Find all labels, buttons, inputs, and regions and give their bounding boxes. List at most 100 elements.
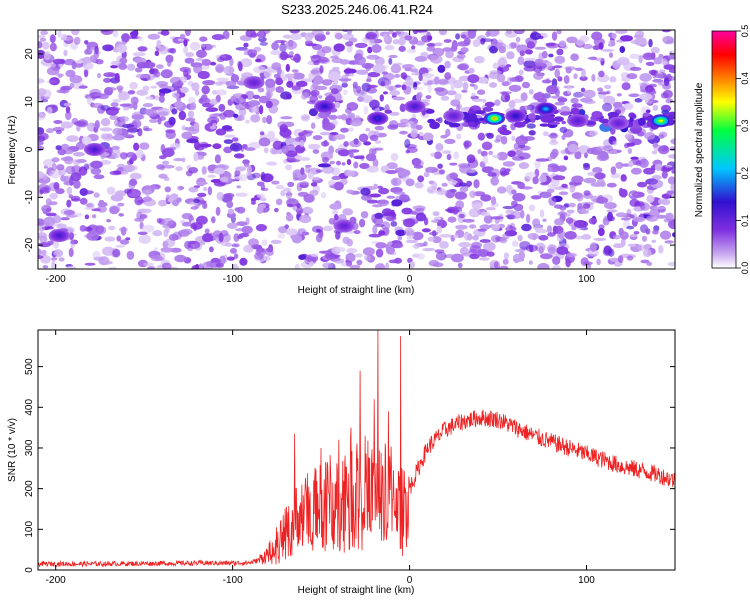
heatmap-cell (468, 67, 475, 74)
heatmap-cell (361, 95, 373, 103)
heatmap-cell (354, 42, 368, 49)
heatmap-cell (243, 244, 254, 253)
heatmap-cell (65, 111, 72, 121)
heatmap-cell (502, 161, 516, 167)
heatmap-cell (310, 253, 319, 257)
heatmap-cell (664, 240, 674, 244)
heatmap-cell (620, 174, 627, 182)
heatmap-cell (490, 224, 501, 230)
heatmap-cell (476, 89, 486, 95)
heatmap-cell (504, 168, 511, 173)
heatmap-cell (207, 116, 220, 125)
heatmap-cell (334, 231, 340, 240)
heatmap-cell (256, 246, 264, 253)
heatmap-cell (346, 248, 358, 254)
heatmap-cell (75, 60, 84, 64)
heatmap-cell (389, 111, 400, 116)
heatmap-cell (580, 257, 589, 267)
heatmap-cell (539, 209, 545, 218)
heatmap-cell (191, 82, 200, 92)
heatmap-cell (436, 225, 443, 234)
heatmap-cell (607, 211, 613, 222)
heatmap-cell (654, 163, 663, 171)
heatmap-cell (455, 133, 462, 140)
heatmap-cell (417, 175, 425, 183)
heatmap-ridge-cell (429, 121, 440, 130)
heatmap-cell (490, 234, 502, 243)
heatmap-cell (110, 65, 119, 69)
heatmap-cell (94, 93, 107, 97)
heatmap-cell (112, 98, 122, 103)
heatmap-cell (244, 147, 256, 151)
heatmap-cell (102, 44, 114, 52)
heatmap-cell (526, 41, 535, 49)
heatmap-cell (211, 34, 225, 41)
heatmap-cell (137, 231, 148, 235)
heatmap-cell (285, 228, 298, 236)
heatmap-cell (233, 113, 239, 118)
heatmap-cell (312, 43, 323, 51)
heatmap-cell (253, 252, 264, 260)
heatmap-cell (251, 106, 258, 113)
heatmap-cell (270, 49, 281, 56)
heatmap-cell (471, 93, 476, 97)
heatmap-cell (499, 237, 508, 244)
heatmap-cell (119, 103, 132, 107)
heatmap-cell (537, 263, 550, 269)
heatmap-cell (582, 89, 596, 99)
heatmap-cell (219, 112, 227, 120)
heatmap-cell (639, 93, 653, 101)
heatmap-cell (235, 192, 248, 197)
heatmap-cell (142, 224, 155, 233)
heatmap-hotspot (57, 234, 62, 237)
heatmap-cell (134, 217, 145, 222)
heatmap-cell (193, 64, 203, 74)
heatmap-cell (569, 184, 576, 193)
heatmap-cell (143, 128, 153, 132)
heatmap-cell (218, 232, 224, 243)
heatmap-cell (181, 213, 193, 220)
heatmap-cell (223, 146, 233, 154)
heatmap-cell (410, 129, 418, 138)
heatmap-cell (546, 85, 559, 95)
spectrogram-x-ticks: -200 -100 0 100 (46, 30, 595, 285)
heatmap-cell (525, 49, 533, 55)
heatmap-cell (285, 40, 297, 50)
heatmap-cell (390, 177, 402, 187)
heatmap-cell (608, 39, 616, 46)
heatmap-cell (51, 260, 56, 269)
heatmap-cell (346, 189, 354, 194)
colorbar: 0.0 0.1 0.2 0.3 0.4 0.5 Normalized spectral a… (694, 25, 750, 275)
heatmap-cell (168, 233, 179, 241)
heatmap-cell (380, 81, 386, 86)
heatmap-cell (230, 95, 237, 102)
heatmap-cell (240, 58, 253, 68)
heatmap-cell (387, 124, 399, 130)
heatmap-cell (68, 194, 74, 199)
y-tick-label: 400 (24, 399, 35, 416)
heatmap-cell (144, 108, 155, 116)
heatmap-cell (136, 149, 144, 159)
heatmap-cell (95, 59, 104, 65)
heatmap-cell (571, 225, 577, 231)
heatmap-cell (214, 154, 221, 164)
heatmap-cell (554, 55, 566, 64)
heatmap-cell (276, 198, 283, 206)
heatmap-hotspot (451, 114, 456, 118)
heatmap-cell (472, 98, 484, 102)
heatmap-cell (143, 198, 156, 207)
heatmap-cell (342, 89, 348, 96)
heatmap-cell (480, 38, 494, 42)
heatmap-cell (197, 70, 210, 80)
heatmap-cell (460, 34, 467, 39)
heatmap-cell (234, 207, 241, 212)
heatmap-cell (256, 193, 266, 199)
heatmap-cell (186, 138, 199, 144)
heatmap-cell (392, 96, 406, 101)
heatmap-cell (259, 105, 264, 115)
heatmap-cell (561, 183, 568, 188)
heatmap-cell (93, 192, 100, 198)
heatmap-cell (528, 130, 536, 136)
heatmap-cell (557, 76, 563, 82)
heatmap-cell (343, 68, 357, 74)
